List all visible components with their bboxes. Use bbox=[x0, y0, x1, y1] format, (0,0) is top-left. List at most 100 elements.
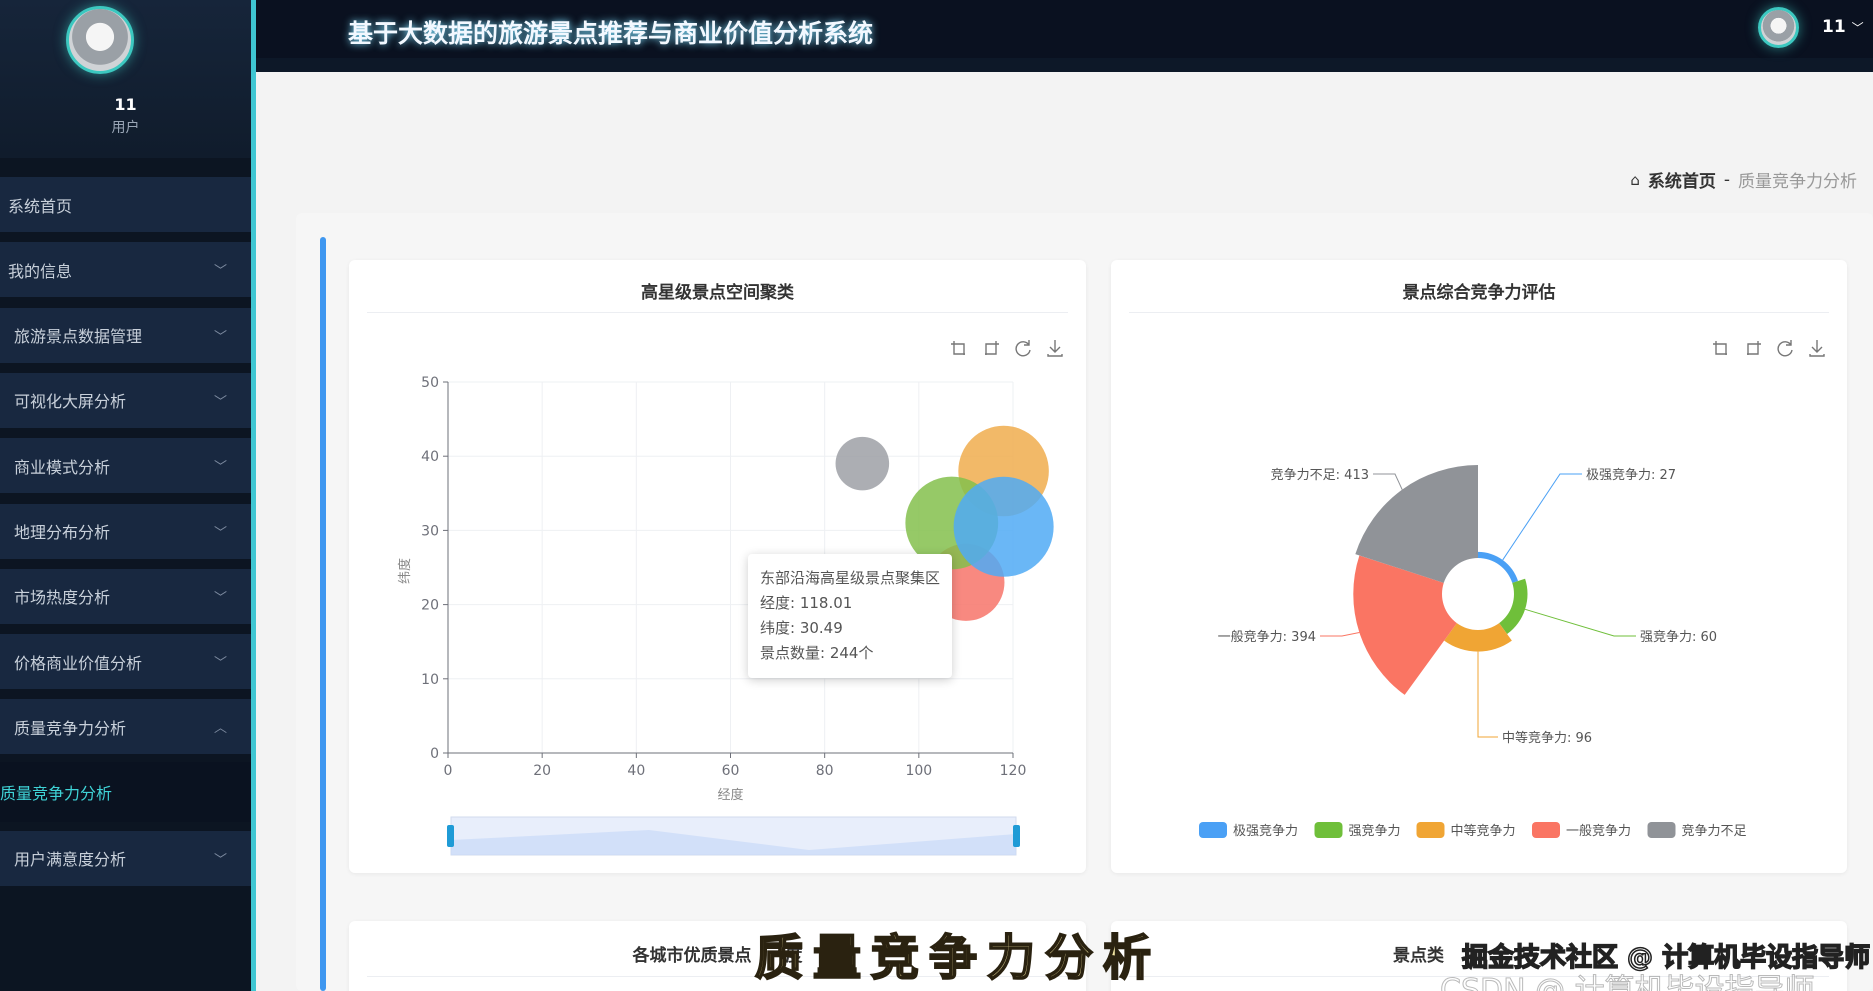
sidebar-item-label: 市场热度分析 bbox=[14, 588, 111, 608]
zoom-reset-icon[interactable] bbox=[981, 338, 1001, 358]
divider bbox=[1129, 976, 1829, 977]
legend-item[interactable]: 竞争力不足 bbox=[1682, 823, 1747, 839]
datazoom-handle-left[interactable] bbox=[447, 825, 454, 847]
sidebar-item-label: 商业模式分析 bbox=[14, 457, 111, 477]
chevron-down-icon: ﹀ bbox=[1851, 21, 1864, 35]
sidebar-subitem-label: 质量竞争力分析 bbox=[0, 783, 113, 803]
x-tick-label: 60 bbox=[722, 763, 740, 779]
chevron-down-icon: ﹀ bbox=[213, 394, 227, 410]
divider bbox=[367, 976, 1068, 977]
download-icon[interactable] bbox=[1807, 338, 1827, 358]
sidebar-item[interactable]: 旅游景点数据管理 ﹀ bbox=[0, 307, 251, 363]
watermark-juejin: 掘金技术社区 @ 计算机毕设指导师 bbox=[1461, 942, 1871, 974]
profile-name: 11 bbox=[114, 95, 137, 114]
breadcrumb-current: 质量竞争力分析 bbox=[1738, 172, 1857, 192]
legend-item[interactable]: 强竞争力 bbox=[1349, 823, 1401, 839]
legend-swatch bbox=[1647, 822, 1676, 838]
scatter-chart[interactable]: 0 20 40 60 80 100 120 0 10 20 30 40 50 经度 纬度 bbox=[349, 260, 1086, 873]
chevron-down-icon: ﹀ bbox=[213, 264, 227, 280]
label-line bbox=[1502, 473, 1582, 561]
y-tick-label: 50 bbox=[421, 375, 439, 391]
chevron-down-icon: ﹀ bbox=[213, 852, 227, 868]
breadcrumb-home[interactable]: 系统首页 bbox=[1647, 172, 1716, 192]
sidebar-item[interactable]: 系统首页 bbox=[0, 177, 251, 232]
sidebar-item[interactable]: 用户满意度分析 ﹀ bbox=[0, 830, 251, 886]
avatar[interactable] bbox=[66, 6, 134, 74]
rose-title: 景点综合竞争力评估 bbox=[1402, 283, 1556, 303]
sidebar-item[interactable]: 质量竞争力分析 ︿ bbox=[0, 699, 251, 755]
rose-slice[interactable] bbox=[1444, 623, 1512, 652]
user-name: 11 bbox=[1822, 17, 1846, 37]
legend-item[interactable]: 极强竞争力 bbox=[1233, 823, 1298, 839]
x-tick-label: 120 bbox=[1000, 763, 1027, 779]
rose-slice[interactable] bbox=[1499, 578, 1528, 635]
datazoom-handle-right[interactable] bbox=[1013, 825, 1020, 847]
sidebar-item-label: 质量竞争力分析 bbox=[14, 718, 127, 738]
header bbox=[256, 0, 1873, 72]
x-tick-label: 100 bbox=[905, 763, 932, 779]
label-line bbox=[1320, 632, 1360, 637]
rose-slice[interactable] bbox=[1353, 555, 1457, 695]
x-tick-label: 0 bbox=[444, 763, 453, 779]
home-icon: ⌂ bbox=[1630, 170, 1640, 189]
city-quality-title: 各城市优质景点质量度 bbox=[349, 941, 1086, 966]
download-icon[interactable] bbox=[1045, 338, 1065, 358]
zoom-reset-icon[interactable] bbox=[1743, 338, 1763, 358]
legend-item[interactable]: 中等竞争力 bbox=[1451, 823, 1516, 839]
sidebar-item[interactable]: 价格商业价值分析 ﹀ bbox=[0, 634, 251, 690]
scatter-card: 高星级景点空间聚类 0 20 40 60 80 100 120 0 10 20 30 40 50 经度 纬度… bbox=[349, 260, 1086, 873]
zoom-icon[interactable] bbox=[1711, 338, 1731, 358]
y-axis-label: 纬度 bbox=[397, 558, 413, 584]
label-line bbox=[1524, 608, 1636, 637]
chevron-up-icon: ︿ bbox=[213, 721, 227, 737]
restore-icon[interactable] bbox=[1775, 338, 1795, 358]
title-text: 各城市优质景点 bbox=[632, 946, 752, 966]
x-tick-label: 40 bbox=[627, 763, 645, 779]
rose-slice[interactable] bbox=[1478, 551, 1519, 583]
title-text-end: 度 bbox=[785, 946, 803, 966]
y-tick-label: 40 bbox=[421, 449, 439, 465]
rose-slice[interactable] bbox=[1355, 465, 1478, 583]
legend-item[interactable]: 一般竞争力 bbox=[1566, 823, 1631, 839]
rose-chart[interactable]: 极强竞争力: 27 强竞争力: 60 中等竞争力: 96 一般竞争力: 394 竞争力不… bbox=[1111, 260, 1847, 873]
divider bbox=[367, 312, 1068, 313]
chevron-down-icon: ﹀ bbox=[213, 590, 227, 606]
header-avatar[interactable] bbox=[1758, 7, 1799, 48]
sidebar-item-label: 旅游景点数据管理 bbox=[14, 327, 143, 347]
slice-label: 强竞争力: 60 bbox=[1640, 629, 1717, 645]
sidebar-item-label: 系统首页 bbox=[8, 196, 73, 216]
sidebar-item[interactable]: 市场热度分析 ﹀ bbox=[0, 568, 251, 624]
tooltip-line: 经度: 118.01 bbox=[760, 594, 853, 612]
x-tick-label: 20 bbox=[533, 763, 551, 779]
divider bbox=[1129, 312, 1829, 313]
sidebar-border bbox=[251, 0, 256, 991]
panel-accent bbox=[320, 237, 326, 991]
video-subtitle: 质量竞争力分析 bbox=[754, 929, 1162, 987]
x-axis-label: 经度 bbox=[717, 787, 743, 803]
legend-swatch bbox=[1314, 822, 1343, 838]
sidebar-item[interactable]: 可视化大屏分析 ﹀ bbox=[0, 372, 251, 428]
label-line bbox=[1477, 651, 1498, 738]
sidebar-item-label: 价格商业价值分析 bbox=[14, 653, 143, 673]
zoom-icon[interactable] bbox=[949, 338, 969, 358]
slice-label: 中等竞争力: 96 bbox=[1502, 730, 1592, 746]
sidebar-item[interactable]: 地理分布分析 ﹀ bbox=[0, 503, 251, 559]
sidebar: 11 用户 系统首页 我的信息 ﹀ 旅游景点数据管理 ﹀ 可视化大屏分析 ﹀ 商业模式分析 ﹀ 地… bbox=[0, 0, 251, 991]
sidebar-item-label: 我的信息 bbox=[8, 261, 73, 281]
chart-tooltip: 东部沿海高星级景点聚集区 经度: 118.01 纬度: 30.49 景点数量: … bbox=[748, 554, 953, 678]
scatter-title: 高星级景点空间聚类 bbox=[641, 283, 794, 303]
y-tick-label: 0 bbox=[430, 746, 439, 762]
y-tick-label: 10 bbox=[421, 672, 439, 688]
sidebar-item[interactable]: 商业模式分析 ﹀ bbox=[0, 438, 251, 494]
user-menu[interactable]: 11 ﹀ bbox=[1822, 17, 1864, 37]
restore-icon[interactable] bbox=[1013, 338, 1033, 358]
breadcrumb: ⌂ 系统首页 - 质量竞争力分析 bbox=[1630, 167, 1857, 193]
sidebar-item-label: 用户满意度分析 bbox=[14, 850, 127, 870]
chevron-down-icon: ﹀ bbox=[213, 460, 227, 476]
sidebar-item-label: 地理分布分析 bbox=[14, 523, 111, 542]
sidebar-item[interactable]: 我的信息 ﹀ bbox=[0, 242, 251, 298]
sidebar-subitem-active[interactable]: 质量竞争力分析 bbox=[0, 761, 251, 822]
scatter-point bbox=[953, 476, 1054, 577]
datazoom-preview bbox=[451, 830, 1016, 855]
